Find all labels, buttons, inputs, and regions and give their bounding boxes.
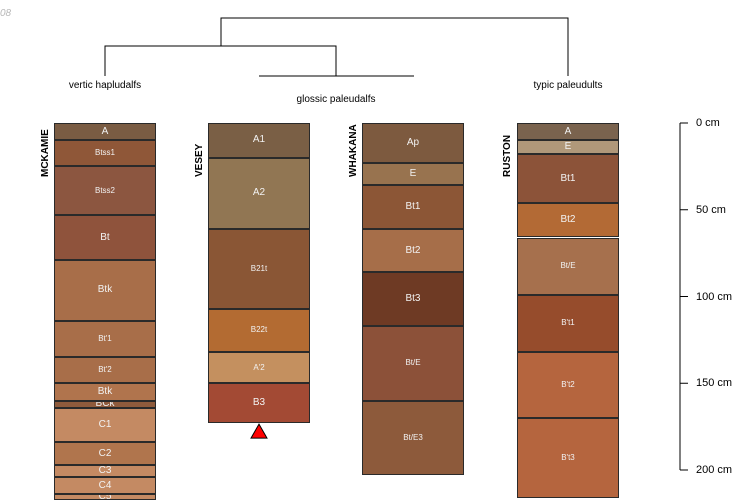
horizon-ruston-1: E (517, 140, 619, 155)
dendrogram-left-link (104, 45, 337, 76)
horizon-mckamie-10: C2 (54, 442, 156, 465)
horizon-mckamie-8: BCk (54, 400, 156, 408)
horizon-vesey-4: A'2 (208, 352, 310, 384)
depth-tick-label: 150 cm (696, 377, 733, 390)
horizon-label: Bt1 (405, 201, 421, 213)
horizon-whakana-1: E (362, 162, 464, 186)
horizon-mckamie-4: Btk (54, 260, 156, 321)
horizon-ruston-7: B't3 (517, 417, 619, 498)
horizon-label: Bt'2 (98, 365, 112, 375)
horizon-label: B't3 (561, 452, 575, 462)
horizon-label: B3 (252, 397, 266, 409)
horizon-whakana-5: Bt/E (362, 325, 464, 401)
horizon-label: Ap (406, 136, 420, 148)
horizon-label: Btss1 (94, 148, 115, 158)
horizon-label: Bt1 (560, 172, 576, 184)
group-label-typic-paleudults: typic paleudults (533, 80, 603, 91)
horizon-label: Bt3 (405, 293, 421, 305)
horizon-mckamie-12: C4 (54, 476, 156, 495)
horizon-ruston-0: A (517, 123, 619, 141)
horizon-label: C3 (98, 464, 112, 476)
horizon-label: Bt/E3 (403, 432, 423, 442)
horizon-label: B22t (250, 325, 268, 335)
horizon-whakana-4: Bt3 (362, 272, 464, 326)
horizon-label: B21t (250, 263, 268, 273)
horizon-ruston-5: B't1 (517, 294, 619, 352)
horizon-label: A (564, 125, 572, 137)
horizon-label: C4 (98, 479, 112, 491)
horizon-vesey-5: B3 (208, 383, 310, 424)
horizon-label: Btk (97, 385, 113, 397)
horizon-mckamie-2: Btss2 (54, 166, 156, 215)
horizon-label: BCk (95, 400, 115, 408)
horizon-whakana-3: Bt2 (362, 228, 464, 273)
group-label-vertic-hapludalfs: vertic hapludalfs (68, 80, 142, 91)
horizon-mckamie-5: Bt'1 (54, 320, 156, 358)
horizon-label: B't1 (561, 318, 575, 328)
horizon-label: Bt'1 (98, 333, 112, 343)
horizon-whakana-6: Bt/E3 (362, 400, 464, 476)
corner-label: 08 (0, 8, 12, 19)
horizon-label: A1 (252, 134, 266, 146)
horizon-label: Bt2 (405, 244, 421, 256)
horizon-mckamie-7: Btk (54, 383, 156, 401)
horizon-vesey-2: B21t (208, 228, 310, 309)
group-label-glossic-paleudalfs: glossic paleudalfs (296, 94, 376, 105)
horizon-ruston-3: Bt2 (517, 202, 619, 238)
horizon-vesey-3: B22t (208, 308, 310, 353)
horizon-mckamie-0: A (54, 123, 156, 141)
depth-tick-label: 50 cm (696, 203, 726, 216)
horizon-label: C2 (98, 447, 112, 459)
dendrogram-root-link (220, 17, 569, 76)
horizon-ruston-6: B't2 (517, 352, 619, 418)
horizon-whakana-0: Ap (362, 123, 464, 163)
depth-tick-label: 100 cm (696, 290, 733, 303)
horizon-label: B't2 (561, 379, 575, 389)
horizon-label: E (564, 141, 572, 153)
horizon-mckamie-11: C3 (54, 464, 156, 477)
horizon-mckamie-1: Btss1 (54, 140, 156, 167)
horizon-label: C1 (98, 418, 112, 430)
horizon-label: A2 (252, 187, 266, 199)
horizon-mckamie-9: C1 (54, 407, 156, 443)
horizon-label: Bt (100, 231, 110, 243)
bottom-marker-icon (250, 423, 268, 439)
horizon-label: Btss2 (94, 185, 115, 195)
horizon-label: Bt/E (560, 261, 576, 271)
horizon-vesey-0: A1 (208, 123, 310, 158)
depth-tick-label: 200 cm (696, 464, 733, 476)
horizon-ruston-4: Bt/E (517, 237, 619, 295)
horizon-vesey-1: A2 (208, 157, 310, 229)
horizon-label: Bt/E (405, 358, 421, 368)
horizon-mckamie-6: Bt'2 (54, 357, 156, 384)
horizon-label: A (101, 125, 109, 137)
horizon-ruston-2: Bt1 (517, 154, 619, 203)
horizon-whakana-2: Bt1 (362, 185, 464, 229)
horizon-label: Bt2 (560, 214, 576, 226)
horizon-label: E (409, 168, 417, 180)
horizon-label: Btk (97, 284, 113, 296)
horizon-label: C5 (98, 494, 112, 500)
depth-tick-label: 0 cm (696, 117, 720, 129)
horizon-label: A'2 (253, 362, 265, 372)
horizon-mckamie-3: Bt (54, 214, 156, 261)
